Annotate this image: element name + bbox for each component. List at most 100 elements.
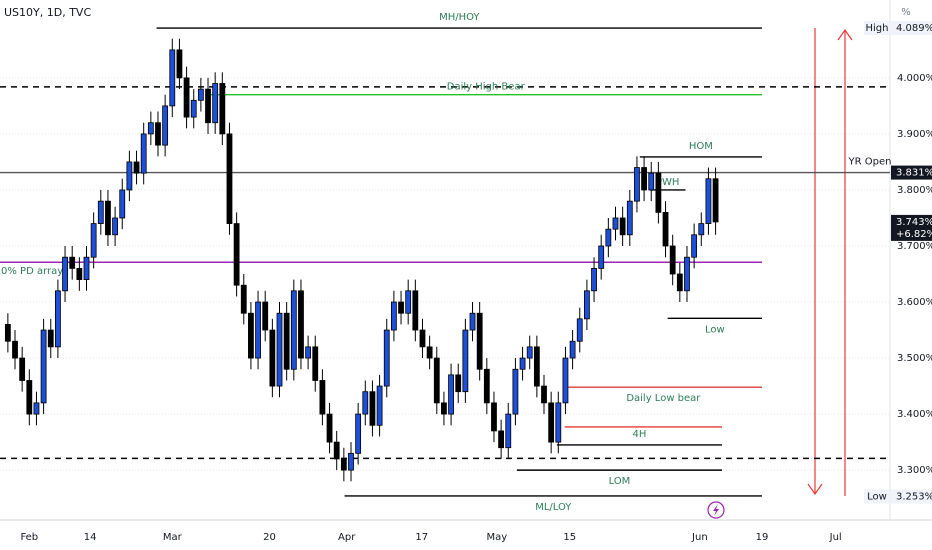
candle-body bbox=[426, 346, 433, 359]
price-label-box bbox=[891, 165, 932, 180]
down-arrow-head bbox=[807, 483, 823, 496]
y-unit: % bbox=[901, 7, 911, 18]
candle-body bbox=[641, 167, 647, 191]
candle-body bbox=[576, 318, 583, 342]
candle-body bbox=[448, 374, 454, 415]
candle-body bbox=[583, 290, 590, 320]
price-name: High bbox=[866, 23, 889, 34]
candle-body bbox=[305, 346, 312, 359]
range-arrows bbox=[807, 28, 853, 496]
candle-body bbox=[705, 178, 712, 224]
candle-body bbox=[19, 357, 26, 381]
price-change: +6.82% bbox=[896, 229, 932, 240]
level-label: Low bbox=[705, 324, 725, 335]
candle-body bbox=[462, 329, 469, 393]
candle-body bbox=[12, 340, 18, 359]
candle-body bbox=[348, 452, 354, 471]
candle-body bbox=[119, 189, 126, 219]
candle-body bbox=[369, 391, 376, 426]
level-label: 4H bbox=[632, 429, 646, 440]
candle-body bbox=[669, 245, 676, 275]
level-label: Daily Low bear bbox=[626, 393, 701, 404]
candle-body bbox=[376, 385, 383, 426]
candle-body bbox=[605, 228, 612, 247]
price-name-box bbox=[864, 489, 890, 504]
candle-body bbox=[319, 380, 326, 415]
candle-body bbox=[533, 346, 540, 387]
alert-bolt[interactable] bbox=[713, 504, 719, 516]
candle-body bbox=[340, 458, 347, 471]
candle-body bbox=[262, 301, 269, 331]
candle-body bbox=[691, 234, 698, 258]
level-label: PWH bbox=[656, 177, 679, 188]
price-label: 3.831% bbox=[896, 168, 932, 179]
x-tick-label: Jun bbox=[691, 532, 708, 543]
price-name-box bbox=[864, 21, 890, 36]
y-tick-label: 3.900% bbox=[897, 129, 932, 140]
price-label: 3.743% bbox=[896, 217, 932, 228]
level-label: Daily High Bear bbox=[447, 82, 526, 93]
price-name: Low bbox=[867, 491, 887, 502]
candle-body bbox=[333, 441, 340, 460]
candle-body bbox=[176, 49, 183, 79]
x-tick-label: May bbox=[486, 532, 507, 543]
candle-body bbox=[455, 374, 462, 393]
candle-body bbox=[140, 133, 147, 174]
x-tick-label: Mar bbox=[163, 532, 183, 543]
candle-body bbox=[90, 223, 97, 258]
y-tick-label: 3.800% bbox=[897, 185, 932, 196]
candle-body bbox=[40, 329, 47, 404]
candle-body bbox=[97, 200, 104, 224]
candle-body bbox=[233, 223, 240, 286]
x-tick-label: Feb bbox=[20, 532, 38, 543]
x-tick-label: 15 bbox=[563, 532, 576, 543]
x-tick-label: Apr bbox=[338, 532, 356, 543]
candle-body bbox=[55, 290, 61, 348]
candle-body bbox=[555, 402, 562, 443]
level-label: HOM bbox=[689, 141, 713, 152]
x-tick-label: Jul bbox=[829, 532, 842, 543]
up-arrow-head bbox=[837, 28, 853, 41]
candle-body bbox=[698, 223, 705, 236]
level-label: MH/HOY bbox=[439, 12, 480, 23]
candle-body bbox=[591, 268, 597, 292]
candle-body bbox=[483, 368, 490, 404]
candle-body bbox=[390, 301, 397, 331]
y-tick-label: 3.300% bbox=[897, 465, 932, 476]
candle-body bbox=[133, 161, 140, 174]
level-label: LOM bbox=[609, 476, 631, 487]
candle-body bbox=[105, 200, 111, 236]
candle-body bbox=[569, 340, 576, 359]
candle-body bbox=[226, 133, 233, 224]
price-label-box bbox=[891, 489, 932, 504]
candle-body bbox=[248, 312, 254, 359]
candle-body bbox=[4, 324, 11, 342]
candle-body bbox=[255, 301, 261, 359]
candle-body bbox=[519, 357, 526, 370]
candle-body bbox=[541, 385, 547, 404]
candle-body bbox=[433, 357, 440, 404]
level-label: YR Open bbox=[848, 157, 892, 168]
alert-icon[interactable] bbox=[707, 501, 725, 519]
candle-body bbox=[69, 256, 76, 269]
candle-body bbox=[240, 284, 247, 314]
candle-body bbox=[626, 200, 633, 236]
candle-body bbox=[476, 312, 483, 370]
candle-body bbox=[512, 368, 519, 415]
candle-body bbox=[190, 99, 197, 118]
price-label: 4.089% bbox=[896, 23, 932, 34]
candle-body bbox=[290, 290, 297, 370]
candle-body bbox=[76, 268, 83, 281]
candle-body bbox=[648, 172, 655, 191]
candle-body bbox=[276, 312, 283, 387]
candle-body bbox=[505, 413, 512, 449]
level-label: 0% PD array bbox=[1, 266, 63, 277]
candle-body bbox=[441, 402, 447, 415]
chart-title: US10Y, 1D, TVC bbox=[4, 6, 91, 19]
candle-body bbox=[26, 380, 33, 415]
candle-body bbox=[598, 245, 605, 269]
x-tick-label: 20 bbox=[263, 532, 276, 543]
candle-body bbox=[676, 273, 683, 292]
candle-body bbox=[112, 217, 118, 236]
x-tick-label: 14 bbox=[84, 532, 97, 543]
